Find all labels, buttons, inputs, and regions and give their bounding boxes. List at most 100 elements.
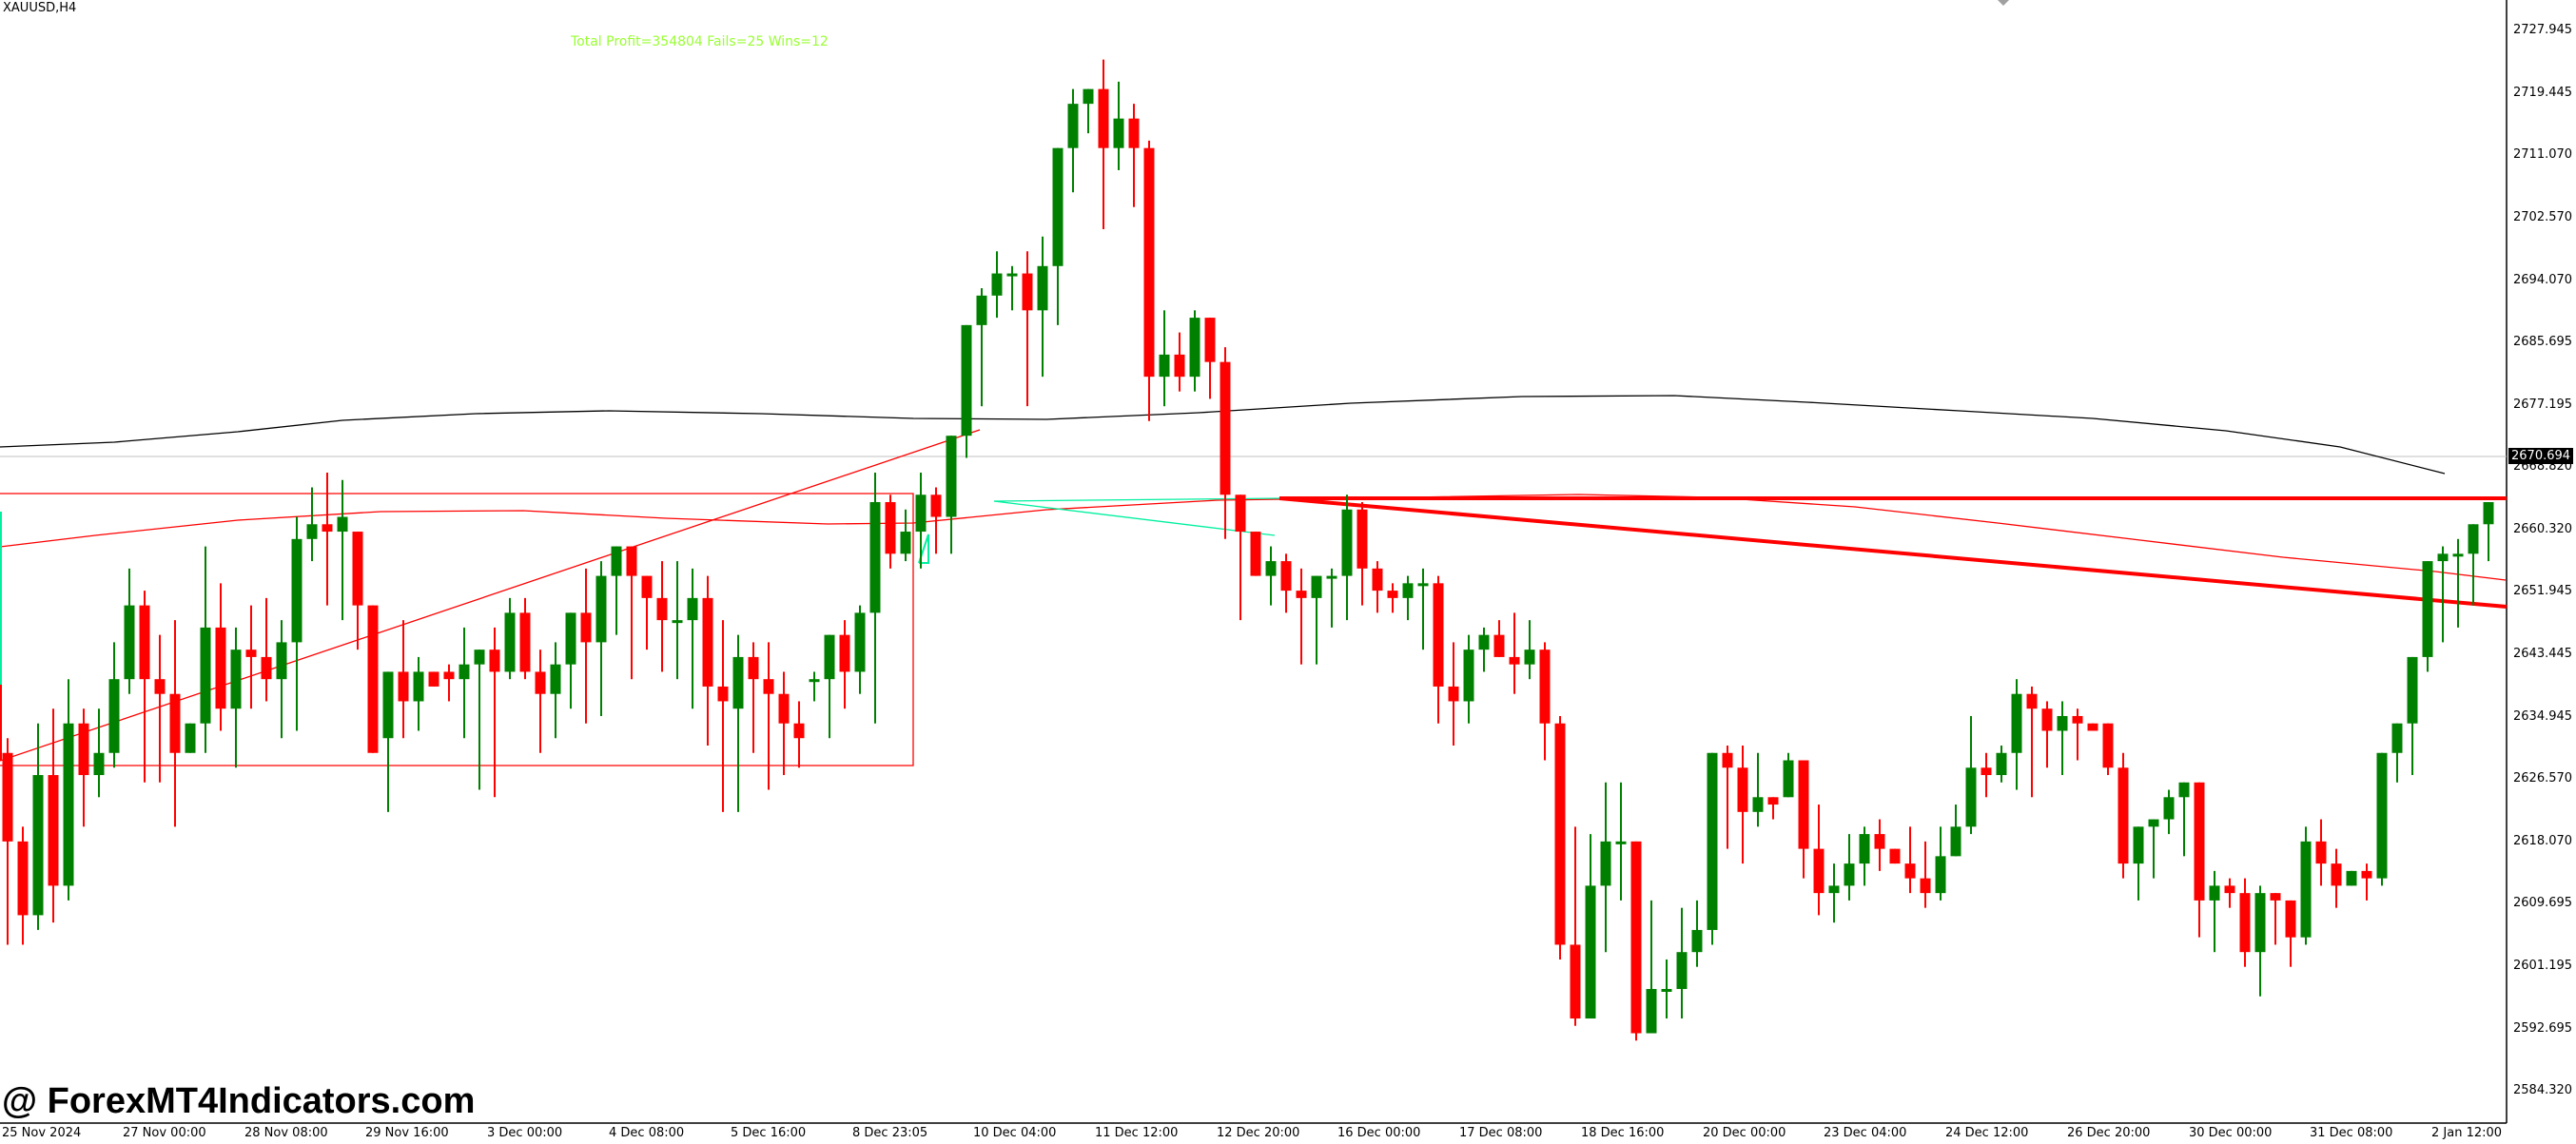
bear-candle-body — [2087, 723, 2098, 731]
bull-candle-body — [1950, 826, 1961, 857]
time-tick-label: 18 Dec 16:00 — [1581, 1126, 1665, 1140]
candles-group — [2, 59, 2494, 1041]
bull-candle-body — [1478, 634, 1490, 650]
bull-candle-body — [1159, 354, 1170, 378]
price-tick-label: 2702.570 — [2513, 210, 2573, 224]
ascending-trendline — [0, 429, 981, 762]
bull-candle-body — [1661, 988, 1672, 992]
bull-candle-body — [550, 664, 561, 694]
bear-candle-body — [2194, 782, 2205, 901]
price-tick-label: 2694.070 — [2513, 273, 2573, 287]
bear-candle-body — [1813, 848, 1825, 894]
bear-candle-body — [1143, 147, 1155, 378]
bear-candle-body — [154, 679, 166, 694]
bull-candle-body — [1189, 318, 1200, 378]
bull-candle-body — [504, 612, 516, 672]
price-tick-label: 2626.570 — [2513, 771, 2573, 785]
bear-candle-body — [1493, 634, 1505, 657]
bear-candle-body — [2224, 885, 2235, 894]
bull-candle-body — [2468, 524, 2479, 554]
bull-candle-body — [2391, 723, 2403, 753]
bull-candle-body — [382, 671, 394, 739]
bear-candle-body — [2117, 767, 2129, 864]
time-tick-label: 12 Dec 20:00 — [1217, 1126, 1300, 1140]
bull-candle-body — [687, 597, 698, 621]
price-tick-label: 2677.195 — [2513, 397, 2573, 412]
bear-candle-body — [717, 686, 729, 702]
bull-candle-body — [1935, 856, 1946, 894]
bear-candle-body — [2270, 893, 2281, 901]
bear-candle-body — [1098, 88, 1109, 148]
red-box — [0, 493, 914, 766]
bear-candle-body — [78, 723, 89, 776]
price-tick-label: 2727.945 — [2513, 23, 2573, 37]
bull-candle-body — [2376, 752, 2388, 879]
bear-candle-body — [398, 671, 409, 702]
price-tick-label: 2634.945 — [2513, 709, 2573, 724]
bull-candle-body — [276, 642, 287, 680]
bull-candle-body — [1996, 752, 2007, 776]
bear-candle-body — [2041, 708, 2053, 731]
bear-candle-body — [1920, 878, 1931, 894]
bear-candle-body — [930, 494, 942, 517]
bull-candle-body — [976, 295, 987, 325]
bull-candle-body — [474, 650, 485, 665]
time-tick-label: 27 Nov 00:00 — [123, 1126, 206, 1140]
bear-candle-body — [1433, 583, 1444, 687]
time-tick-label: 28 Nov 08:00 — [244, 1126, 328, 1140]
bear-candle-body — [1356, 509, 1368, 569]
symbol-timeframe-label: XAUUSD,H4 — [3, 1, 77, 15]
bull-candle-body — [2452, 553, 2464, 557]
chart-shift-marker[interactable] — [1998, 0, 2009, 6]
bear-candle-body — [1296, 591, 1307, 598]
price-tick-label: 2584.320 — [2513, 1083, 2573, 1097]
bull-candle-body — [2133, 826, 2144, 864]
bear-candle-body — [1539, 650, 1551, 724]
bull-candle-body — [2163, 797, 2175, 820]
bear-candle-body — [1630, 841, 1642, 1034]
bear-candle-body — [48, 775, 59, 886]
bull-candle-body — [2346, 870, 2357, 886]
bull-candle-body — [1752, 797, 1764, 812]
bull-candle-body — [1341, 509, 1353, 576]
bear-candle-body — [428, 671, 439, 687]
price-tick-label: 2651.945 — [2513, 584, 2573, 598]
bear-candle-body — [1981, 767, 1992, 776]
bear-candle-body — [2, 752, 13, 842]
bull-candle-body — [108, 679, 120, 753]
bull-candle-body — [2178, 782, 2190, 798]
bull-candle-body — [93, 752, 105, 776]
bear-candle-body — [1204, 318, 1216, 362]
bull-candle-body — [2209, 885, 2220, 901]
bear-candle-body — [139, 605, 150, 680]
bull-candle-body — [2254, 893, 2266, 953]
bear-candle-body — [169, 693, 181, 753]
bear-candle-body — [1128, 118, 1140, 148]
bull-candle-body — [1083, 88, 1094, 105]
bull-candle-body — [565, 612, 576, 665]
bull-candle-body — [2437, 553, 2449, 562]
bear-candle-body — [763, 679, 774, 694]
bull-candle-body — [1067, 104, 1079, 148]
bull-candle-body — [1965, 767, 1977, 827]
bull-candle-body — [1783, 760, 1794, 798]
bear-candle-body — [656, 597, 668, 621]
bear-candle-body — [2102, 723, 2114, 768]
bear-candle-body — [2285, 900, 2296, 938]
bear-candle-body — [1874, 834, 1885, 849]
time-tick-label: 25 Nov 2024 — [2, 1126, 82, 1140]
bear-candle-body — [1235, 494, 1246, 533]
time-tick-label: 17 Dec 08:00 — [1459, 1126, 1543, 1140]
bear-candle-body — [17, 841, 29, 916]
bull-candle-body — [1828, 885, 1840, 894]
time-tick-label: 23 Dec 04:00 — [1824, 1126, 1907, 1140]
bear-candle-body — [1509, 656, 1520, 665]
time-tick-label: 5 Dec 16:00 — [731, 1126, 807, 1140]
bear-candle-body — [1904, 863, 1916, 879]
bear-candle-body — [322, 524, 333, 533]
cyan-triangle — [918, 533, 929, 564]
bull-candle-body — [230, 650, 242, 709]
bear-candle-body — [626, 546, 637, 576]
bull-candle-body — [200, 627, 211, 724]
